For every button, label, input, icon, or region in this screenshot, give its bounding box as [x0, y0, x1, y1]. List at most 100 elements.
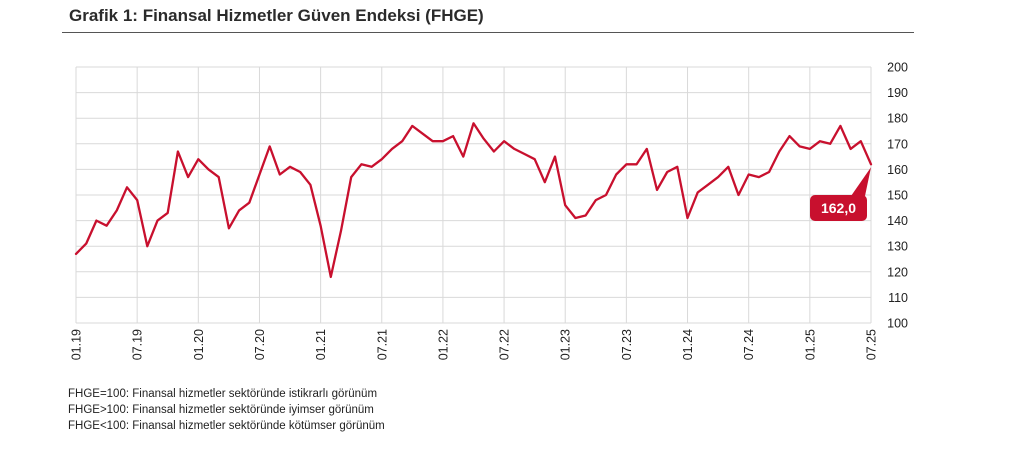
data-point — [860, 140, 862, 142]
data-point — [482, 137, 484, 139]
x-tick-label: 07.20 — [253, 329, 267, 360]
data-point — [411, 125, 413, 127]
data-point — [85, 242, 87, 244]
data-point — [340, 230, 342, 232]
data-point — [646, 148, 648, 150]
data-point — [268, 145, 270, 147]
data-point — [95, 219, 97, 221]
x-tick-label: 07.23 — [620, 329, 634, 360]
data-point — [462, 155, 464, 157]
value-callout-box — [810, 195, 867, 221]
data-point — [146, 245, 148, 247]
data-point — [228, 227, 230, 229]
data-point — [177, 150, 179, 152]
data-point — [432, 140, 434, 142]
data-point — [819, 140, 821, 142]
x-tick-label: 07.24 — [742, 329, 756, 360]
x-tick-label: 07.25 — [865, 329, 879, 360]
y-tick-label: 140 — [887, 214, 908, 228]
data-point — [238, 209, 240, 211]
data-point — [503, 140, 505, 142]
data-point — [75, 253, 77, 255]
note-line-3: FHGE<100: Finansal hizmetler sektöründe … — [68, 420, 385, 432]
y-tick-label: 160 — [887, 163, 908, 177]
data-point — [258, 173, 260, 175]
data-point — [197, 158, 199, 160]
data-point — [717, 176, 719, 178]
data-point — [167, 212, 169, 214]
data-point — [248, 201, 250, 203]
y-tick-label: 120 — [887, 265, 908, 279]
series-line — [74, 122, 873, 279]
data-point — [778, 150, 780, 152]
data-point — [798, 145, 800, 147]
data-point — [870, 163, 872, 165]
data-point — [381, 158, 383, 160]
data-point — [513, 148, 515, 150]
data-point — [309, 184, 311, 186]
data-point — [401, 140, 403, 142]
data-point — [360, 163, 362, 165]
data-point — [829, 143, 831, 145]
data-point — [788, 135, 790, 137]
note-line-2: FHGE>100: Finansal hizmetler sektöründe … — [68, 404, 374, 416]
x-tick-label: 01.25 — [803, 329, 817, 360]
x-tick-label: 01.20 — [192, 329, 206, 360]
data-point — [289, 166, 291, 168]
data-point — [747, 173, 749, 175]
x-tick-label: 01.24 — [681, 329, 695, 360]
data-point — [574, 217, 576, 219]
x-tick-label: 01.22 — [436, 329, 450, 360]
data-point — [533, 158, 535, 160]
data-point — [330, 276, 332, 278]
chart-title: Grafik 1: Finansal Hizmetler Güven Endek… — [69, 6, 484, 25]
note-line-1: FHGE=100: Finansal hizmetler sektöründe … — [68, 388, 378, 400]
y-tick-label: 110 — [888, 291, 908, 305]
data-point — [187, 176, 189, 178]
data-point — [584, 214, 586, 216]
x-tick-label: 07.19 — [131, 329, 145, 360]
data-point — [666, 171, 668, 173]
data-point — [299, 171, 301, 173]
x-tick-label: 07.21 — [375, 329, 389, 360]
data-point — [544, 181, 546, 183]
data-point — [809, 148, 811, 150]
data-point — [207, 168, 209, 170]
data-point — [279, 173, 281, 175]
data-point — [421, 132, 423, 134]
data-point — [697, 191, 699, 193]
y-tick-label: 130 — [887, 240, 908, 254]
y-tick-label: 170 — [887, 137, 908, 151]
data-point — [595, 199, 597, 201]
data-point — [472, 122, 474, 124]
data-point — [105, 225, 107, 227]
data-point — [116, 209, 118, 211]
data-point — [350, 176, 352, 178]
data-point — [136, 199, 138, 201]
x-tick-label: 01.21 — [314, 329, 328, 360]
data-point — [849, 148, 851, 150]
data-point — [625, 163, 627, 165]
x-tick-label: 01.19 — [70, 329, 84, 360]
data-point — [370, 166, 372, 168]
y-tick-label: 200 — [887, 61, 908, 75]
data-point — [554, 155, 556, 157]
data-point — [391, 148, 393, 150]
data-point — [156, 219, 158, 221]
data-point — [707, 184, 709, 186]
data-point — [523, 153, 525, 155]
data-point — [452, 135, 454, 137]
data-point — [217, 176, 219, 178]
y-tick-label: 150 — [887, 189, 908, 203]
y-tick-label: 100 — [887, 317, 908, 331]
value-callout-label: 162,0 — [821, 200, 856, 216]
data-point — [126, 186, 128, 188]
x-tick-label: 07.22 — [498, 329, 512, 360]
y-tick-label: 180 — [887, 112, 908, 126]
x-tick-label: 01.23 — [559, 329, 573, 360]
value-callout-pointer — [851, 167, 871, 196]
data-point — [768, 171, 770, 173]
data-point — [839, 125, 841, 127]
data-point — [605, 194, 607, 196]
